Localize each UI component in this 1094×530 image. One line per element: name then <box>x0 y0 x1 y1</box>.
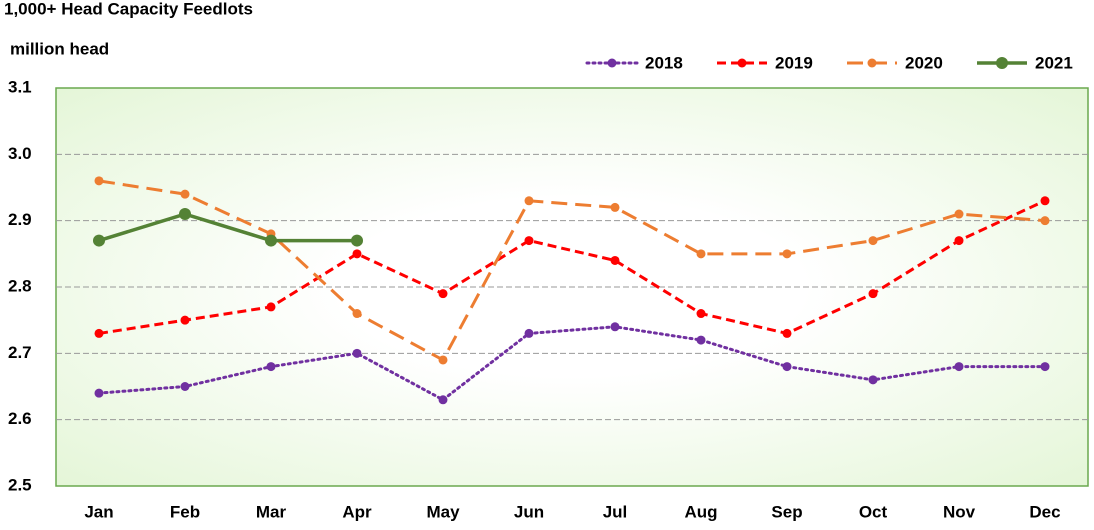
legend-label: 2018 <box>645 53 683 72</box>
data-point <box>696 335 706 345</box>
x-tick-label: Oct <box>859 502 888 521</box>
data-point <box>954 209 964 219</box>
y-tick-label: 2.7 <box>8 343 32 362</box>
y-tick-label: 3.0 <box>8 144 32 163</box>
data-point <box>352 309 362 319</box>
x-tick-label: Jan <box>84 502 113 521</box>
series-line <box>98 212 357 243</box>
x-tick-label: Dec <box>1029 502 1060 521</box>
data-point <box>352 348 362 358</box>
data-point <box>265 234 277 247</box>
data-point <box>868 236 878 246</box>
data-point <box>180 382 190 391</box>
y-axis-label: million head <box>10 39 109 58</box>
data-point <box>524 196 534 206</box>
x-tick-label: Aug <box>684 502 717 521</box>
x-tick-label: Apr <box>342 502 372 521</box>
y-tick-label: 3.1 <box>8 77 32 96</box>
y-tick-label: 2.5 <box>8 475 32 494</box>
data-point <box>93 234 105 247</box>
y-tick-label: 2.6 <box>8 409 32 428</box>
data-point <box>954 362 964 372</box>
legend-label: 2020 <box>905 53 943 72</box>
data-point <box>524 328 534 338</box>
data-point <box>610 202 620 212</box>
data-point <box>94 176 104 186</box>
data-point <box>610 322 620 332</box>
data-point <box>782 328 792 338</box>
x-tick-label: May <box>426 502 460 521</box>
legend-marker <box>607 58 617 68</box>
data-point <box>94 388 104 398</box>
data-point <box>868 375 878 385</box>
data-point <box>438 395 448 405</box>
data-point <box>524 236 534 246</box>
x-tick-label: Mar <box>256 502 287 521</box>
data-point <box>179 208 191 221</box>
data-point <box>266 362 276 372</box>
x-tick-label: Jun <box>514 502 544 521</box>
series-line <box>97 325 1047 402</box>
data-point <box>696 309 706 319</box>
data-point <box>94 328 104 338</box>
data-point <box>610 255 620 265</box>
legend-label: 2019 <box>775 53 813 72</box>
data-point <box>351 234 363 247</box>
data-point <box>782 362 792 372</box>
legend-label: 2021 <box>1035 53 1073 72</box>
data-point <box>1040 196 1050 206</box>
legend-marker <box>867 58 877 68</box>
data-point <box>180 315 190 325</box>
x-tick-label: Sep <box>771 502 802 521</box>
x-tick-label: Jul <box>603 502 628 521</box>
chart-title: 1,000+ Head Capacity Feedlots <box>4 0 253 18</box>
data-point <box>954 236 964 246</box>
data-point <box>1040 216 1050 226</box>
data-point <box>180 189 190 199</box>
data-point <box>782 249 792 259</box>
data-point <box>438 355 448 365</box>
data-point <box>696 249 706 259</box>
y-tick-label: 2.9 <box>8 210 32 229</box>
x-tick-label: Nov <box>943 502 976 521</box>
data-point <box>352 249 362 259</box>
data-point <box>438 289 448 299</box>
y-tick-label: 2.8 <box>8 276 32 295</box>
data-point <box>266 302 276 312</box>
data-point <box>1040 362 1050 372</box>
series-line <box>98 179 1046 362</box>
legend-marker <box>737 58 747 68</box>
legend-marker <box>996 57 1008 69</box>
data-point <box>868 289 878 299</box>
series-line <box>98 199 1046 336</box>
x-tick-label: Feb <box>170 502 200 521</box>
